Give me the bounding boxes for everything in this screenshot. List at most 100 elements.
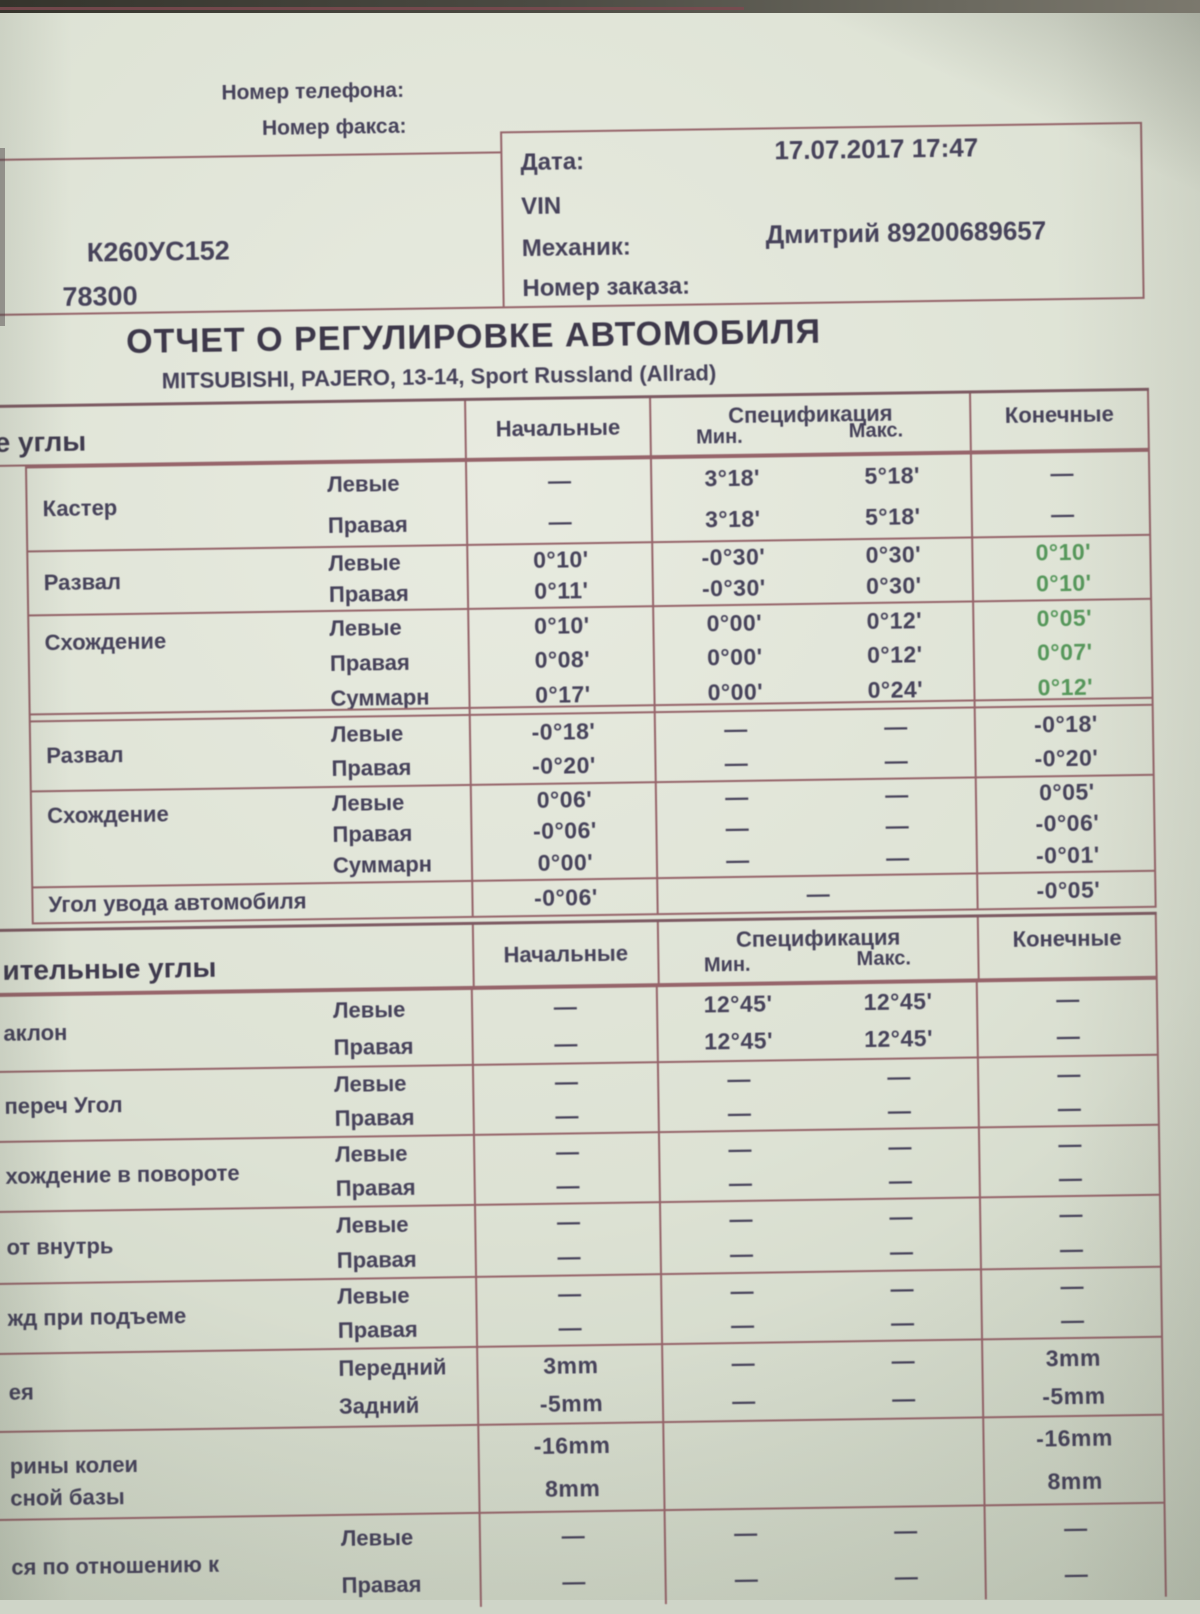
vin-label: VIN: [521, 193, 561, 222]
spec-min-value: —: [658, 846, 818, 875]
initial-value: —: [473, 1029, 658, 1059]
spec-max-value: 12°45': [818, 1024, 978, 1053]
spec-max-value: 5°18': [813, 502, 973, 531]
spec-min-value: 0°00': [654, 609, 814, 638]
table-row: -16mm-16mm: [0, 1424, 1163, 1469]
initial-value: —: [481, 1521, 666, 1551]
spec-min-value: 3°18': [652, 464, 812, 493]
spec-min-value: —: [662, 1240, 822, 1269]
spec-max-value: —: [823, 1346, 983, 1375]
license-plate: К260УС152: [87, 235, 230, 268]
initial-value: -0°18': [471, 717, 656, 747]
spec-max-value: —: [816, 712, 976, 741]
order-number-label: Номер заказа:: [522, 273, 690, 303]
final-value: —: [980, 1163, 1160, 1193]
spec-min-value: —: [659, 1064, 819, 1093]
spec-max-value: —: [816, 746, 976, 775]
vehicle-id-box: К260УС152 78300: [0, 151, 503, 316]
group-label: Развал: [44, 569, 122, 596]
final-value: -5mm: [984, 1381, 1164, 1411]
column-header-spec: Спецификация Мин. Макс.: [657, 917, 978, 983]
group-label: Развал: [46, 742, 124, 769]
spec-max-label: Макс.: [849, 419, 904, 443]
spec-min-value: -0°30': [653, 543, 813, 572]
spec-max-value: —: [823, 1308, 983, 1337]
initial-value: —: [478, 1313, 663, 1343]
initial-value: —: [474, 1067, 659, 1097]
final-value: —: [986, 1513, 1166, 1543]
final-value: —: [979, 1093, 1159, 1123]
date-value: 17.07.2017 17:47: [774, 132, 978, 166]
final-value: -0°20': [976, 743, 1156, 773]
initial-value: —: [467, 466, 652, 496]
spec-max-value: 12°45': [818, 987, 978, 1016]
spec-max-value: 5°18': [812, 461, 972, 490]
final-value: -0°18': [976, 709, 1156, 739]
scan-edge-artifact: [0, 148, 5, 326]
initial-value: 0°06': [472, 785, 657, 815]
column-header-spec: Спецификация Мин. Макс.: [649, 393, 970, 455]
group-label: ся по отношению к: [11, 1551, 219, 1580]
initial-value: 0°10': [468, 545, 653, 575]
spec-max-value: —: [822, 1274, 982, 1303]
spec-min-value: —: [663, 1310, 823, 1339]
spec-max-value: [825, 1483, 985, 1485]
photo-edge: [0, 0, 1200, 13]
initial-value: 0°10': [469, 611, 654, 641]
spec-max-value: —: [826, 1563, 986, 1592]
spec-max-value: —: [824, 1384, 984, 1413]
spec-min-value: 0°00': [655, 643, 815, 672]
group-label: переч Угол: [4, 1092, 122, 1120]
initial-value: -0°06': [472, 817, 657, 847]
final-value: 0°10': [973, 538, 1153, 568]
final-value: 8mm: [985, 1467, 1165, 1497]
spec-max-label: Макс.: [856, 947, 911, 971]
spec-min-value: —: [656, 714, 816, 743]
side-label: Левые: [0, 995, 473, 1028]
spec-max-value: —: [822, 1237, 982, 1266]
group-label: Кастер: [42, 495, 117, 522]
spec-min-value: —: [656, 748, 816, 777]
spec-max-value: —: [818, 843, 978, 872]
spec-max-value: —: [820, 1132, 980, 1161]
final-value: —: [981, 1200, 1161, 1230]
initial-value: —: [477, 1279, 662, 1309]
table-row: Левые—3°18'5°18'—: [27, 459, 1148, 503]
spec-min-value: —: [661, 1168, 821, 1197]
final-value: —: [986, 1560, 1166, 1590]
spec-min-value: —: [659, 1098, 819, 1127]
spec-min-value: —: [657, 783, 817, 812]
column-header-initial: Начальные: [472, 922, 658, 986]
spec-max-value: —: [821, 1202, 981, 1231]
initial-value: -0°20': [471, 751, 656, 781]
section-label-front-angles: е углы: [0, 420, 465, 465]
spec-min-value: —: [657, 814, 817, 843]
initial-value: —: [468, 507, 653, 537]
spec-min-value: —: [662, 1276, 822, 1305]
group-label: рины колеи: [10, 1452, 139, 1480]
initial-value: -0°06': [473, 883, 658, 913]
initial-value: —: [477, 1242, 662, 1272]
spec-max-value: —: [820, 1166, 980, 1195]
side-label: Задний: [0, 1392, 479, 1425]
initial-value: 0°11': [469, 576, 654, 606]
final-value: -0°05': [978, 875, 1158, 905]
initial-value: -5mm: [479, 1389, 664, 1419]
phone-number-label: Номер телефона:: [221, 79, 404, 106]
spec-max-value: —: [819, 1062, 979, 1091]
spec-title: Спецификация: [659, 923, 977, 954]
initial-value: 0°08': [470, 646, 655, 676]
final-value: 0°10': [974, 569, 1154, 599]
initial-value: —: [474, 1101, 659, 1131]
fax-number-label: Номер факса:: [262, 115, 407, 141]
spec-min-label: Мин.: [696, 426, 743, 450]
spec-min-value: 3°18': [653, 505, 813, 534]
final-value: —: [978, 1022, 1158, 1052]
group-label: от внутрь: [6, 1233, 113, 1261]
